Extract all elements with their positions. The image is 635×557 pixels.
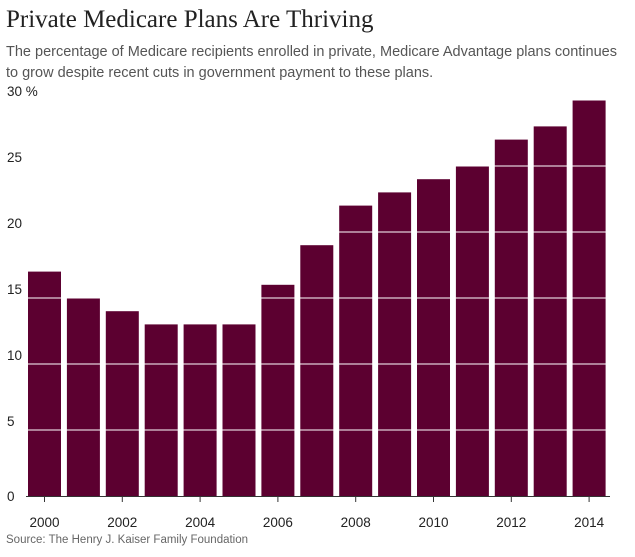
y-tick-label-25: 25 [7, 150, 22, 165]
x-tick-label-2006: 2006 [263, 515, 293, 530]
bar-2004 [183, 324, 217, 496]
bar-2006 [261, 284, 295, 496]
bar-2002 [105, 311, 139, 496]
y-tick-label-5: 5 [7, 414, 15, 429]
bar-2000 [28, 271, 61, 496]
x-tick-label-2002: 2002 [107, 515, 137, 530]
chart-subtitle: The percentage of Medicare recipients en… [6, 44, 617, 81]
x-tick-label-2014: 2014 [574, 515, 605, 530]
y-axis-ticks: 0 5 10 15 20 25 30 % [7, 84, 38, 504]
x-tick-label-2004: 2004 [185, 515, 216, 530]
bar-2012 [494, 139, 528, 496]
bar-2001 [66, 298, 100, 496]
x-tick-label-2012: 2012 [496, 515, 526, 530]
y-tick-label-20: 20 [7, 216, 22, 231]
bar-2013 [533, 126, 567, 497]
gridlines-layer [28, 99, 608, 431]
bar-2009 [378, 192, 412, 496]
chart-title: Private Medicare Plans Are Thriving [6, 6, 374, 33]
y-tick-label-0: 0 [7, 489, 15, 504]
bar-2010 [417, 179, 450, 496]
bar-2007 [300, 245, 334, 496]
y-tick-label-10: 10 [7, 348, 22, 363]
x-tick-label-2000: 2000 [29, 515, 59, 530]
source-note: Source: The Henry J. Kaiser Family Found… [6, 534, 249, 546]
bar-2011 [455, 166, 489, 496]
x-tick-label-2010: 2010 [418, 515, 448, 530]
y-tick-label-15: 15 [7, 282, 22, 297]
bar-2005 [222, 324, 256, 496]
bar-2003 [144, 324, 178, 496]
x-tick-label-2008: 2008 [341, 515, 371, 530]
x-axis-ticks: 2000 2002 2004 2006 2008 2010 2012 2014 [29, 497, 605, 530]
y-tick-label-30: 30 % [7, 84, 38, 99]
bar-2008 [339, 205, 373, 496]
